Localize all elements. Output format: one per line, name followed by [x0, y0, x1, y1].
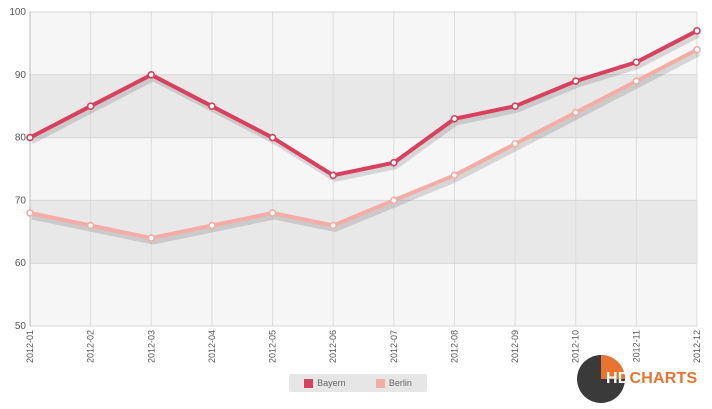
y-tick-label: 60 — [15, 258, 27, 269]
data-point-bayern — [86, 102, 95, 110]
data-point-bayern — [26, 133, 34, 142]
legend-item-berlin[interactable]: Berlin — [375, 378, 412, 388]
data-point-berlin — [86, 221, 95, 230]
series-layer — [26, 27, 701, 245]
x-tick-label: 2012-10 — [571, 330, 581, 363]
data-point-berlin — [147, 234, 156, 242]
x-tick-label: 2012-07 — [389, 330, 399, 363]
legend: Bayern Berlin — [289, 374, 427, 392]
x-tick-label: 2012-02 — [86, 330, 96, 363]
x-tick-label: 2012-12 — [692, 330, 702, 363]
data-point-berlin — [511, 140, 519, 148]
x-tick-label: 2012-06 — [328, 330, 338, 363]
data-point-bayern — [511, 102, 519, 110]
data-point-bayern — [329, 171, 337, 180]
data-point-bayern — [693, 27, 701, 35]
data-point-berlin — [693, 45, 701, 54]
legend-swatch-berlin — [375, 378, 385, 388]
y-tick-label: 50 — [15, 321, 27, 332]
legend-swatch-bayern — [304, 378, 314, 388]
legend-label-berlin: Berlin — [388, 378, 412, 388]
y-tick-label: 100 — [9, 7, 26, 18]
data-point-berlin — [390, 196, 398, 205]
series-line-bayern — [29, 29, 698, 178]
logo-text: HDCHARTS — [606, 370, 697, 388]
plot-bands — [30, 12, 697, 326]
series-line-berlin — [29, 47, 698, 241]
x-tick-label: 2012-09 — [510, 330, 520, 363]
data-point-berlin — [329, 221, 337, 230]
data-point-berlin — [268, 209, 277, 217]
logo-circle-icon — [577, 355, 625, 403]
data-point-berlin — [208, 221, 216, 230]
x-tick-label: 2012-05 — [268, 330, 278, 363]
plot-band — [30, 12, 697, 75]
x-tick-label: 2012-11 — [631, 330, 641, 362]
x-axis: 2012-01 2012-02 2012-03 2012-04 2012-05 2012-… — [25, 330, 702, 363]
logo-hd: HD — [606, 370, 630, 387]
series-shadow-berlin — [31, 51, 701, 245]
logo-charts: CHARTS — [629, 370, 698, 387]
data-point-berlin — [632, 77, 641, 85]
hdcharts-logo: HDCHARTS — [576, 354, 710, 404]
legend-label-bayern: Bayern — [317, 378, 346, 388]
gridlines — [29, 11, 698, 327]
data-point-bayern — [208, 102, 216, 110]
data-point-bayern — [390, 158, 398, 167]
x-tick-label: 2012-04 — [207, 330, 217, 363]
data-point-berlin — [26, 209, 34, 217]
y-tick-label: 70 — [15, 195, 27, 206]
data-point-bayern — [632, 58, 641, 67]
x-tick-label: 2012-03 — [146, 330, 156, 363]
y-tick-label: 80 — [15, 133, 27, 144]
data-point-berlin — [450, 171, 459, 180]
y-axis: 50 60 70 80 90 100 — [9, 7, 26, 332]
legend-item-bayern[interactable]: Bayern — [304, 378, 346, 388]
series-shadow-bayern — [30, 32, 701, 182]
data-point-bayern — [147, 71, 156, 79]
x-tick-label: 2012-01 — [25, 330, 35, 363]
data-point-berlin — [571, 108, 580, 117]
plot-band — [30, 263, 697, 326]
data-point-bayern — [268, 133, 277, 142]
data-point-bayern — [571, 77, 580, 85]
data-point-bayern — [450, 114, 459, 123]
x-tick-label: 2012-08 — [449, 330, 459, 363]
y-tick-label: 90 — [15, 70, 27, 81]
